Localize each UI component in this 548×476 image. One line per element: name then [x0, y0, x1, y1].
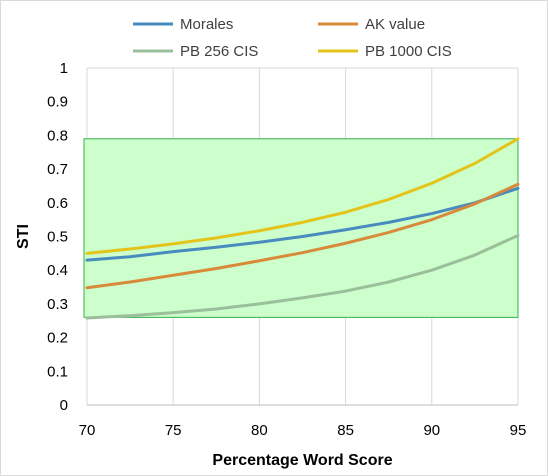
series-line-ak-value — [85, 182, 520, 290]
series-line-pb-1000-cis — [85, 137, 520, 255]
y-tick-label: 0.9 — [47, 94, 68, 111]
y-tick-label: 0.3 — [47, 296, 68, 313]
x-axis-title: Percentage Word Score — [212, 452, 392, 469]
shaded-region-layer — [83, 138, 519, 318]
series-line-pb-256-cis — [85, 233, 520, 320]
x-tick-label: 95 — [510, 422, 527, 439]
y-tick-label: 0.8 — [47, 127, 68, 144]
x-tick-label: 90 — [423, 422, 440, 439]
x-tick-label: 80 — [251, 422, 268, 439]
tick-labels: 70 75 80 85 90 95 0 0.1 0.2 0.3 0.4 0.5 0.6 0.7 0.8 0.9… — [47, 60, 526, 439]
y-tick-label: 0.7 — [47, 161, 68, 178]
y-tick-label: 0.2 — [47, 330, 68, 347]
series-line-morales — [85, 186, 520, 262]
x-tick-label: 70 — [79, 422, 96, 439]
y-tick-label: 0.1 — [47, 363, 68, 380]
x-tick-label: 85 — [337, 422, 354, 439]
series-lines — [85, 137, 520, 320]
legend-label: Morales — [180, 16, 233, 33]
y-tick-label: 1 — [60, 60, 68, 77]
y-axis-title: STI — [15, 224, 32, 249]
y-tick-label: 0.6 — [47, 195, 68, 212]
legend-label: PB 1000 CIS — [365, 43, 452, 60]
legend: Morales AK value PB 256 CIS PB 1000 CIS — [133, 16, 452, 60]
legend-label: AK value — [365, 16, 425, 33]
y-tick-label: 0 — [60, 397, 68, 414]
shaded-region — [83, 138, 519, 318]
legend-label: PB 256 CIS — [180, 43, 258, 60]
x-tick-label: 75 — [165, 422, 182, 439]
y-tick-label: 0.4 — [47, 262, 68, 279]
y-tick-label: 0.5 — [47, 229, 68, 246]
